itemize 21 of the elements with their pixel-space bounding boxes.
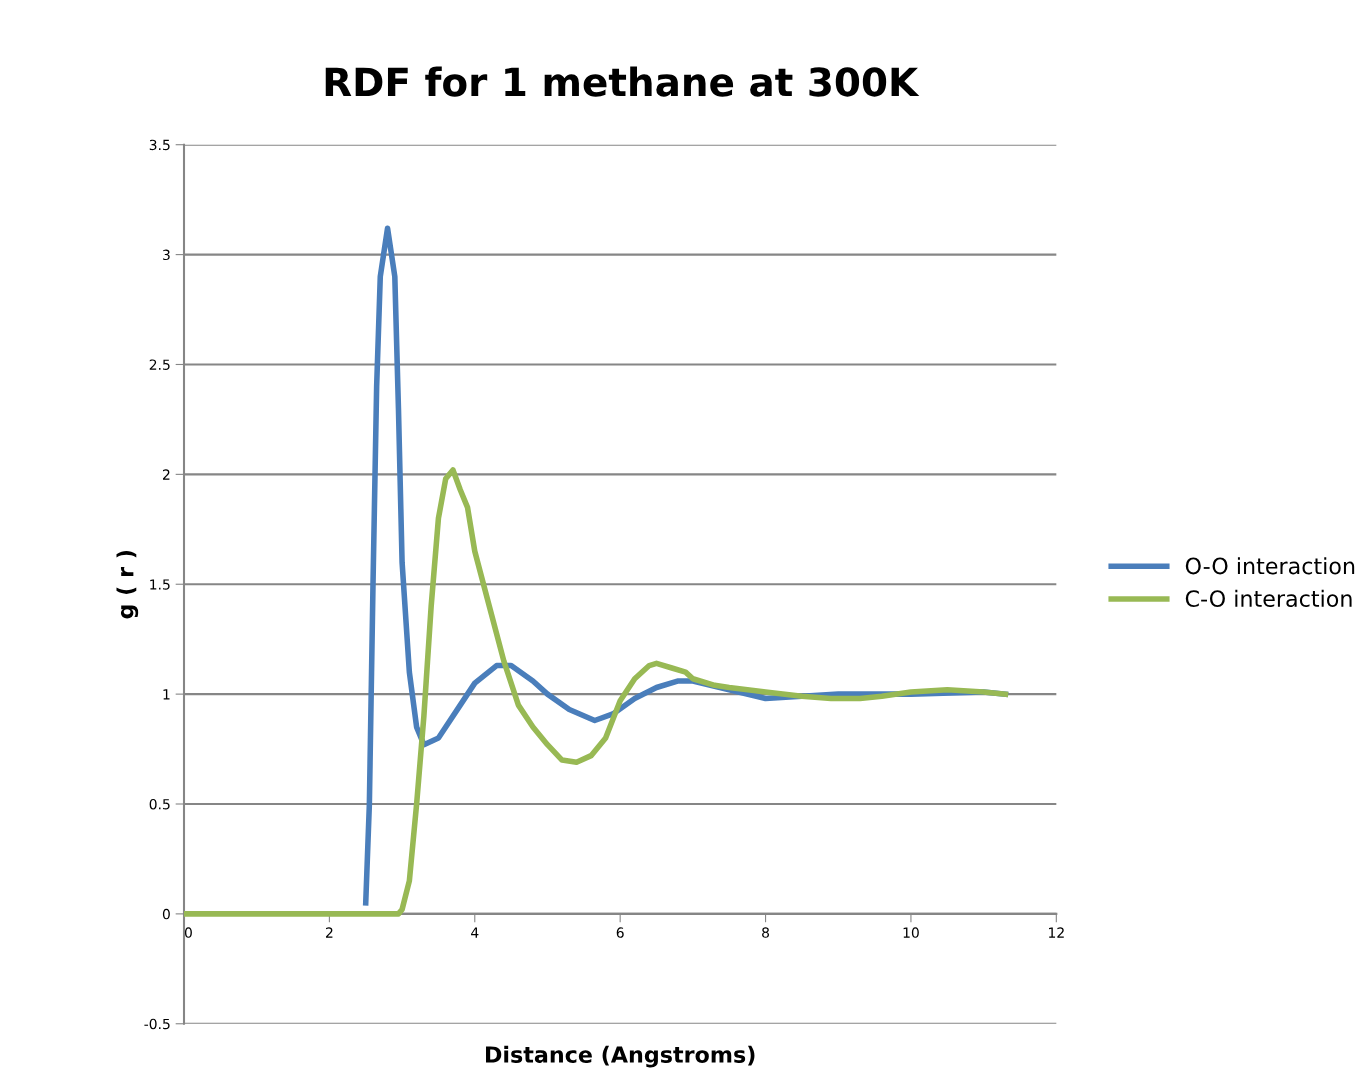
y-tick-label: 1.5	[150, 579, 170, 590]
x-axis-title: Distance (Angstroms)	[486, 1045, 755, 1068]
x-tick-label: 0	[184, 927, 192, 938]
y-tick-label: 0	[162, 908, 170, 920]
y-tick-label: 2	[162, 469, 170, 480]
x-tick-label: 4	[471, 927, 479, 938]
y-tick-label: 3.5	[149, 139, 170, 151]
x-tick-label: 6	[616, 927, 624, 938]
y-tick-label: 2.5	[149, 359, 170, 370]
x-tick-label: 12	[1049, 927, 1064, 938]
legend-label: C-O interaction	[1185, 589, 1352, 607]
x-tick-label: 2	[325, 927, 333, 938]
y-tick-label: 0.5	[149, 798, 170, 810]
y-axis-title: g ( r )	[116, 550, 139, 619]
y-tick-label: 3	[163, 249, 170, 261]
legend-label: O-O interaction	[1185, 557, 1355, 575]
x-tick-label: 8	[762, 927, 770, 938]
y-tick-label: 1	[163, 689, 170, 700]
chart-title: RDF for 1 methane at 300K	[325, 66, 920, 97]
x-tick-label: 10	[903, 927, 919, 938]
y-tick-label: -0.5	[144, 1018, 170, 1030]
